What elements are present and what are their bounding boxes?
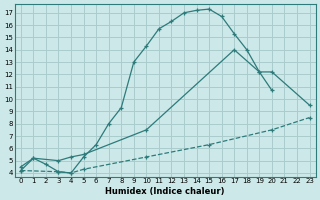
X-axis label: Humidex (Indice chaleur): Humidex (Indice chaleur): [106, 187, 225, 196]
